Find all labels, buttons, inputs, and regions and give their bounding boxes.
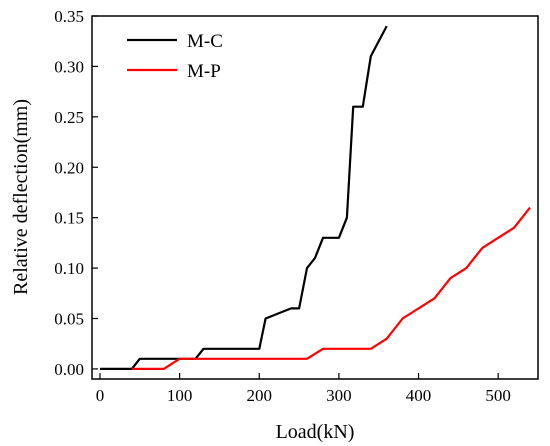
- legend-label-m-p: M-P: [187, 61, 221, 82]
- y-tick-label: 0.20: [54, 158, 84, 177]
- y-axis-title: Relative deflection(mm): [10, 99, 32, 295]
- y-tick-label: 0.10: [54, 259, 84, 278]
- legend: M-C M-P: [127, 31, 223, 82]
- x-tick-label: 100: [167, 386, 193, 405]
- x-tick-label: 200: [247, 386, 273, 405]
- legend-label-m-c: M-C: [187, 31, 223, 52]
- y-tick-label: 0.35: [54, 7, 84, 26]
- y-tick-label: 0.30: [54, 57, 84, 76]
- x-tick-label: 500: [485, 386, 511, 405]
- x-tick-label: 400: [406, 386, 432, 405]
- axis-ticks: 0 100 200 300 400 500 0.00 0.05 0.10 0.15 0.20 0.25…: [54, 7, 511, 405]
- plot-frame: [91, 15, 539, 380]
- series-line-m-p: [131, 206, 531, 370]
- x-tick-label: 0: [96, 386, 105, 405]
- series-line-m-c: [100, 25, 388, 370]
- y-tick-label: 0.25: [54, 108, 84, 127]
- y-tick-label: 0.05: [54, 310, 84, 329]
- x-axis-title: Load(kN): [276, 421, 355, 443]
- series-layer: [100, 25, 531, 370]
- y-tick-label: 0.15: [54, 209, 84, 228]
- y-tick-label: 0.00: [54, 360, 84, 379]
- x-tick-label: 300: [326, 386, 352, 405]
